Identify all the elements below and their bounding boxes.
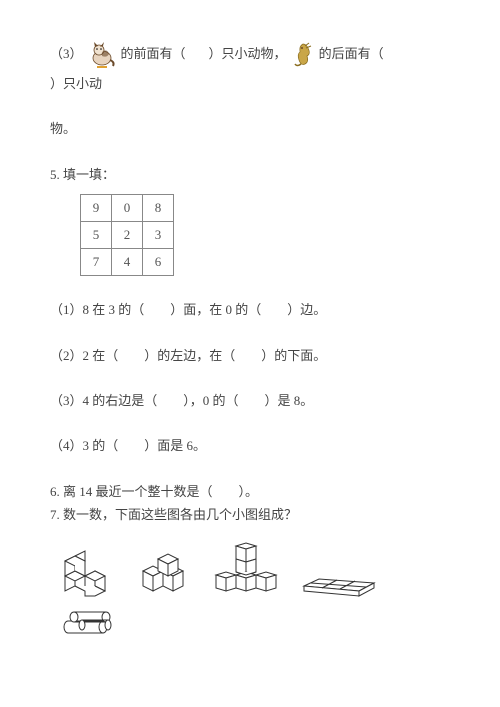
q5-sub1: （1）8 在 3 的（ ）面，在 0 的（ ）边。 — [50, 298, 450, 321]
number-grid: 9 0 8 5 2 3 7 4 6 — [80, 194, 174, 276]
question-5: 5. 填一填： 9 0 8 5 2 3 7 4 6 （1）8 在 3 的（ ）面… — [50, 163, 450, 458]
grid-cell: 2 — [112, 222, 143, 249]
grid-cell: 0 — [112, 195, 143, 222]
q3-cont: 物。 — [50, 117, 450, 140]
grid-cell: 7 — [81, 249, 112, 276]
q5-sub3: （3）4 的右边是（ ），0 的（ ）是 8。 — [50, 389, 450, 412]
q3-text4: ）只小动 — [50, 72, 102, 95]
dragon-icon — [291, 40, 315, 68]
q5-title: 5. 填一填： — [50, 163, 450, 186]
question-6: 6. 离 14 最近一个整十数是（ ）。 — [50, 480, 450, 503]
cube-figure-2-icon — [138, 551, 193, 601]
grid-cell: 6 — [143, 249, 174, 276]
q5-sub2: （2）2 在（ ）的左边，在（ ）的下面。 — [50, 344, 450, 367]
cylinder-figure-icon — [60, 607, 450, 637]
cube-figures — [60, 541, 450, 601]
blank — [388, 42, 403, 65]
grid-cell: 5 — [81, 222, 112, 249]
q3-text2: ）只小动物， — [209, 42, 287, 65]
grid-cell: 8 — [143, 195, 174, 222]
question-3: （3） 的前面有（ ）只小动物， 的后面有（ ）只小动 — [50, 40, 450, 95]
cube-figure-3-icon — [211, 541, 281, 601]
cube-figure-1-icon — [60, 546, 120, 601]
flat-tiles-icon — [299, 571, 379, 601]
cat-icon — [87, 40, 117, 68]
grid-cell: 4 — [112, 249, 143, 276]
q3-label: （3） — [50, 42, 83, 65]
grid-cell: 3 — [143, 222, 174, 249]
grid-cell: 9 — [81, 195, 112, 222]
blank — [190, 42, 205, 65]
question-7: 7. 数一数，下面这些图各由几个小图组成？ — [50, 503, 450, 526]
q3-text1: 的前面有（ — [121, 42, 186, 65]
q3-text3: 的后面有（ — [319, 42, 384, 65]
q5-sub4: （4）3 的（ ）面是 6。 — [50, 434, 450, 457]
